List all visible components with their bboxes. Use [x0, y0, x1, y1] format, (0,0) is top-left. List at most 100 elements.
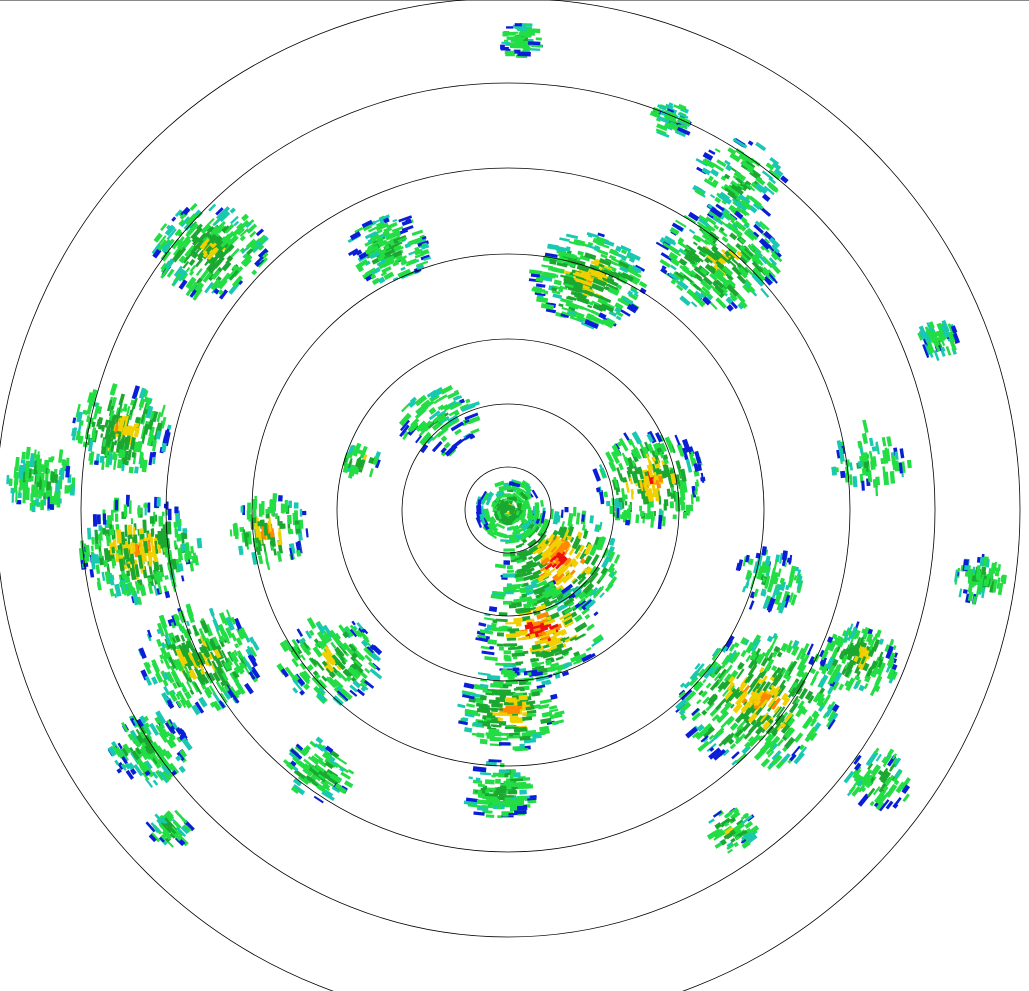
echo-gate — [574, 621, 588, 633]
echo-gate — [120, 450, 126, 458]
echo-gate — [688, 228, 696, 235]
echo-gate — [625, 480, 630, 493]
echo-gate — [612, 271, 621, 277]
echo-gate — [50, 456, 55, 461]
echo-gate — [512, 36, 526, 40]
echo-gate — [355, 249, 363, 256]
echo-gate — [712, 279, 720, 288]
echo-gate — [506, 655, 511, 661]
echo-gate — [701, 229, 715, 241]
echo-gate — [252, 246, 259, 253]
echo-gate — [761, 193, 771, 202]
echo-gate — [257, 521, 262, 527]
echo-gate — [392, 250, 403, 258]
echo-gate — [607, 287, 620, 296]
echo-gate — [724, 250, 731, 257]
echo-gate — [748, 230, 756, 237]
echo-gate — [669, 226, 680, 236]
echo-gate — [58, 449, 64, 463]
echo-gate — [771, 161, 782, 171]
echo-gate — [464, 727, 473, 733]
echo-gate — [162, 438, 169, 444]
echo-gate — [245, 647, 253, 656]
echo-gate — [785, 584, 790, 591]
echo-gate — [503, 673, 517, 678]
echo-gate — [87, 527, 92, 540]
echo-gate — [671, 222, 684, 232]
echo-gate — [748, 195, 762, 208]
echo-gate — [505, 679, 512, 685]
echo-gate — [665, 121, 679, 131]
echo-gate — [724, 159, 731, 166]
echo-gate — [656, 123, 668, 132]
echo-gate — [248, 514, 252, 522]
echo-gate — [466, 703, 475, 708]
echo-gate — [716, 286, 725, 294]
echo-gate — [217, 289, 224, 296]
echo-gate — [269, 537, 276, 546]
echo-gate — [185, 276, 197, 290]
echo-gate — [892, 645, 897, 651]
echo-gate — [239, 247, 246, 254]
echo-gate — [863, 683, 869, 690]
echo-gate — [151, 528, 155, 535]
echo-gate — [765, 162, 775, 171]
echo-gate — [129, 409, 134, 416]
echo-gate — [182, 528, 188, 534]
echo-gate — [13, 478, 18, 493]
echo-gate — [147, 576, 153, 583]
echo-gate — [539, 698, 552, 705]
echo-gate — [730, 225, 743, 238]
echo-gate — [496, 643, 504, 647]
echo-gate — [737, 302, 745, 310]
echo-gate — [495, 618, 508, 623]
echo-gate — [128, 534, 133, 540]
echo-gate — [719, 253, 731, 265]
echo-gate — [555, 655, 564, 661]
echo-cell — [528, 231, 648, 330]
echo-gate — [123, 436, 129, 444]
echo-gate — [609, 248, 618, 256]
echo-gate — [529, 269, 543, 275]
echo-gate — [156, 544, 160, 550]
echo-gate — [252, 498, 258, 510]
echo-gate — [535, 277, 544, 283]
echo-gate — [127, 582, 134, 593]
echo-gate — [577, 250, 584, 256]
echo-gate — [595, 303, 608, 312]
echo-cell — [843, 747, 911, 812]
echo-gate — [49, 496, 55, 505]
echo-gate — [197, 238, 204, 245]
echo-gate — [134, 564, 140, 578]
echo-gate — [181, 575, 185, 582]
echo-gate — [744, 247, 754, 257]
echo-gate — [177, 547, 184, 561]
echo-gate — [187, 672, 193, 679]
echo-gate — [276, 550, 283, 562]
echo-gate — [224, 224, 235, 234]
echo-gate — [696, 699, 702, 705]
echo-gate — [662, 242, 676, 252]
echo-gate — [513, 772, 521, 778]
echo-gate — [589, 272, 602, 279]
echo-gate — [564, 507, 569, 513]
echo-gate — [583, 307, 595, 314]
echo-gate — [517, 51, 531, 57]
echo-gate — [144, 778, 153, 788]
echo-gate — [708, 209, 717, 217]
echo-gate — [305, 528, 309, 538]
echo-gate — [153, 557, 159, 563]
echo-gate — [233, 617, 243, 631]
echo-gate — [639, 505, 643, 512]
echo-gate — [160, 404, 166, 418]
echo-gate — [90, 545, 94, 552]
echo-gate — [705, 295, 713, 302]
echo-gate — [91, 421, 96, 428]
echo-gate — [720, 175, 727, 182]
echo-gate — [206, 260, 217, 272]
echo-gate — [219, 279, 228, 290]
echo-gate — [115, 407, 120, 415]
echo-gate — [498, 721, 507, 726]
echo-gate — [676, 126, 691, 136]
